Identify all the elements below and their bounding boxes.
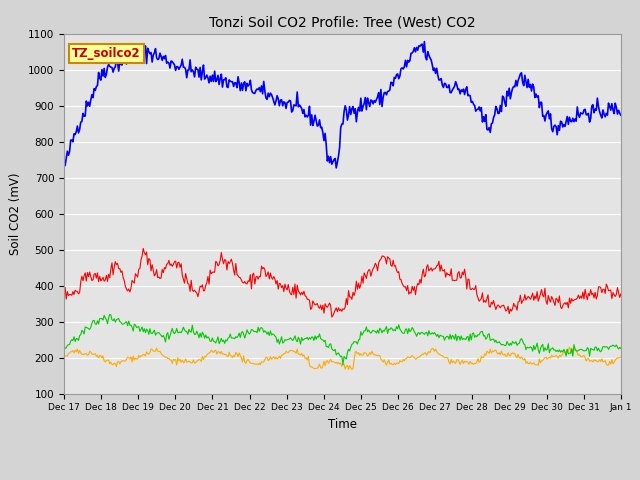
Y-axis label: Soil CO2 (mV): Soil CO2 (mV) — [10, 172, 22, 255]
Title: Tonzi Soil CO2 Profile: Tree (West) CO2: Tonzi Soil CO2 Profile: Tree (West) CO2 — [209, 16, 476, 30]
X-axis label: Time: Time — [328, 418, 357, 431]
Text: TZ_soilco2: TZ_soilco2 — [72, 47, 141, 60]
